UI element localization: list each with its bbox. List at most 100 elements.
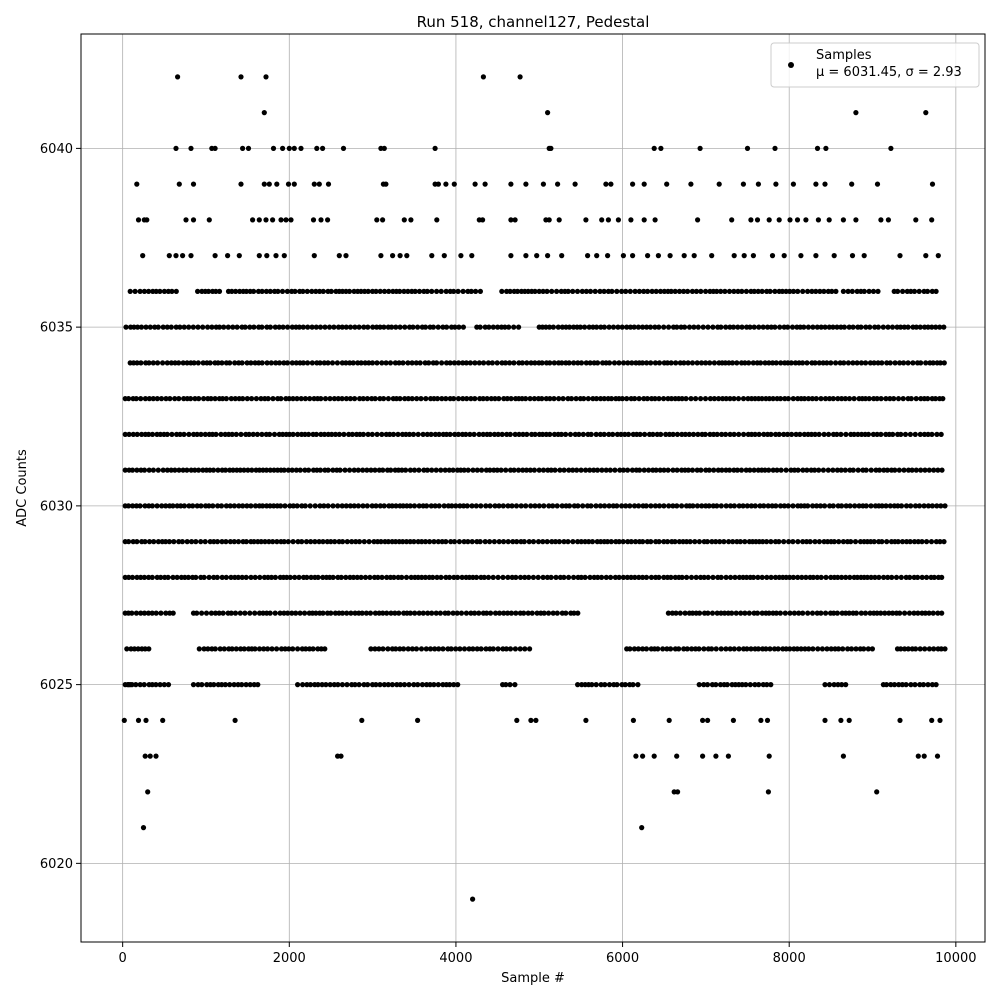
data-point [735, 396, 742, 402]
data-point [606, 431, 612, 437]
data-point [636, 503, 642, 509]
data-point [744, 574, 750, 581]
data-point [164, 467, 170, 473]
data-point [261, 181, 267, 187]
data-point [458, 610, 465, 616]
data-point [683, 396, 689, 402]
data-point [513, 574, 519, 581]
data-point [639, 360, 646, 366]
data-point [588, 431, 594, 437]
data-point [405, 288, 411, 294]
data-point [154, 503, 160, 509]
data-point [194, 610, 200, 616]
data-point [790, 539, 796, 545]
data-point [285, 467, 291, 473]
data-point [428, 503, 434, 509]
data-point [523, 253, 529, 259]
data-point [201, 574, 207, 581]
data-point [911, 610, 917, 616]
data-point [866, 288, 872, 294]
data-point [306, 467, 312, 473]
data-point [267, 503, 273, 509]
data-point [907, 574, 913, 581]
data-point [216, 324, 223, 330]
data-point [711, 360, 718, 366]
data-point [502, 324, 508, 330]
data-point [929, 324, 935, 330]
data-point [845, 360, 852, 366]
data-point [379, 431, 385, 437]
data-point [840, 646, 846, 652]
data-point [915, 574, 921, 581]
data-point [836, 539, 842, 545]
data-point [259, 360, 265, 366]
data-point [360, 503, 366, 509]
data-point [787, 610, 793, 616]
data-point [166, 253, 172, 259]
data-point [155, 324, 161, 330]
data-point [216, 288, 223, 294]
data-point [601, 396, 607, 402]
data-point [285, 539, 291, 545]
data-point [549, 288, 555, 294]
data-point [731, 288, 737, 294]
data-point [172, 467, 178, 473]
data-point [834, 610, 841, 616]
data-point [185, 574, 191, 581]
data-point [782, 396, 788, 402]
data-point [710, 324, 716, 330]
data-point [684, 646, 690, 652]
data-point [403, 467, 409, 473]
data-point [446, 467, 452, 473]
data-point [714, 431, 720, 437]
data-point [742, 539, 748, 545]
data-point [492, 610, 499, 616]
data-point [871, 539, 877, 545]
data-point [433, 610, 439, 616]
data-point [583, 217, 589, 223]
data-point [582, 539, 588, 545]
data-point [901, 467, 907, 473]
data-point [612, 467, 618, 473]
data-point [383, 181, 389, 187]
data-point [194, 431, 200, 437]
data-point [260, 610, 266, 616]
data-point [134, 431, 140, 437]
data-point [347, 360, 353, 366]
data-point [349, 431, 355, 437]
data-point [800, 360, 806, 366]
data-point [521, 610, 527, 616]
data-point [243, 682, 249, 688]
data-point [817, 503, 824, 509]
data-point [189, 539, 195, 545]
data-point [701, 574, 707, 581]
data-point [752, 503, 758, 509]
data-point [150, 467, 156, 473]
data-point [477, 539, 483, 545]
data-point [508, 253, 514, 259]
data-point [399, 574, 405, 581]
data-point [149, 431, 156, 437]
data-point [695, 217, 701, 223]
data-point [813, 288, 819, 294]
data-point [335, 503, 341, 509]
data-point [352, 324, 358, 330]
data-point [397, 324, 403, 330]
data-point [508, 181, 514, 187]
data-point [460, 360, 466, 366]
data-point [748, 503, 755, 509]
data-point [629, 467, 636, 473]
data-point [820, 360, 826, 366]
data-point [395, 431, 401, 437]
data-point [429, 467, 435, 473]
data-point [282, 503, 288, 509]
data-point [134, 181, 140, 187]
data-point [151, 539, 157, 545]
data-point [231, 503, 237, 509]
data-point [888, 682, 894, 688]
data-point [473, 574, 480, 581]
data-point [491, 431, 498, 437]
data-point [754, 217, 761, 223]
data-point [760, 539, 766, 545]
data-point [323, 682, 329, 688]
